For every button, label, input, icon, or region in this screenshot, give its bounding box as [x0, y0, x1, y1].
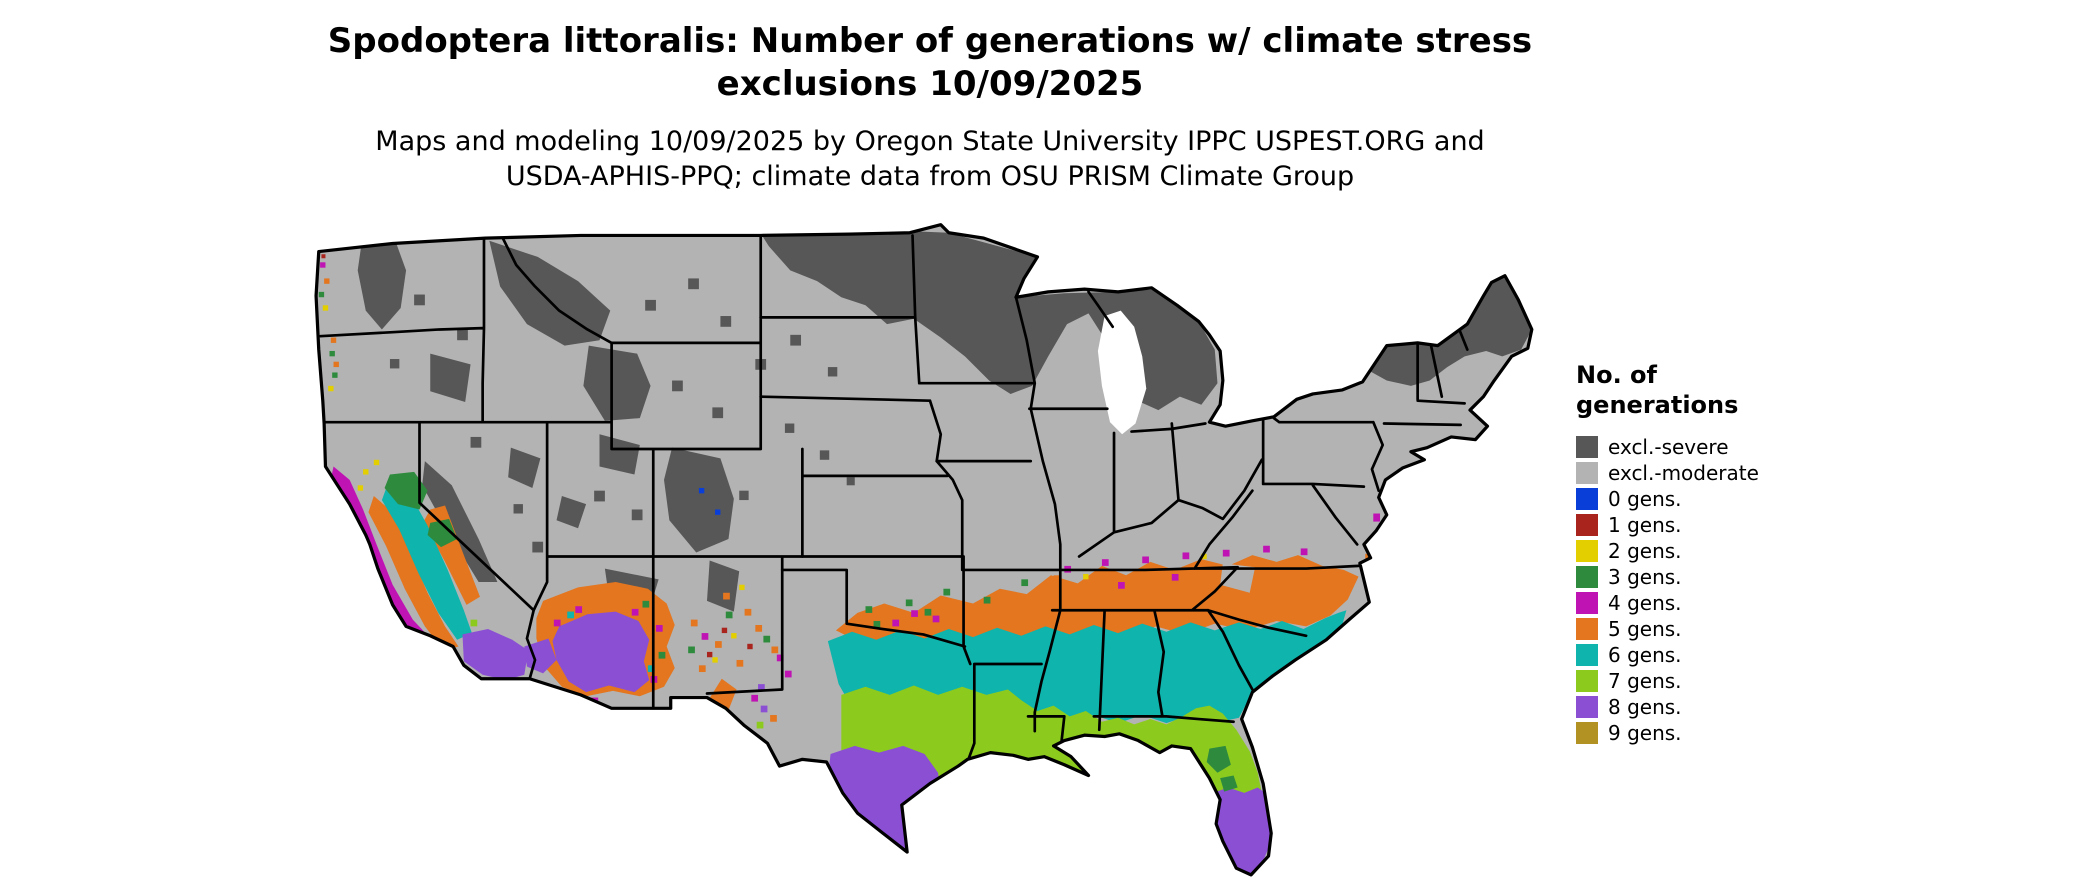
us-generations-map	[312, 222, 1552, 891]
great-lakes	[1097, 310, 1147, 435]
legend-swatch-g3	[1576, 566, 1598, 588]
legend-swatch-moderate	[1576, 462, 1598, 484]
legend-label-g9: 9 gens.	[1608, 721, 1682, 745]
speckles	[318, 254, 1386, 875]
legend-label-g1: 1 gens.	[1608, 513, 1682, 537]
legend-label-g0: 0 gens.	[1608, 487, 1682, 511]
legend-swatch-g5	[1576, 618, 1598, 640]
legend-title-line-1: No. of	[1576, 361, 1657, 389]
title-line-1: Spodoptera littoralis: Number of generat…	[327, 21, 1533, 61]
dark-red-speckles	[321, 254, 753, 658]
legend-swatch-g7	[1576, 670, 1598, 692]
state-borders	[318, 234, 1469, 760]
legend-item-g1: 1 gens.	[1576, 512, 1876, 538]
yellow-green-speckles	[470, 619, 764, 729]
legend-swatch-g0	[1576, 488, 1598, 510]
blue-speckles	[698, 487, 721, 515]
legend-swatch-g4	[1576, 592, 1598, 614]
legend-title: No. of generations	[1576, 360, 1876, 420]
map-subtitle: Maps and modeling 10/09/2025 by Oregon S…	[0, 124, 1860, 194]
legend-label-g5: 5 gens.	[1608, 617, 1682, 641]
legend-label-g4: 4 gens.	[1608, 591, 1682, 615]
legend-label-g7: 7 gens.	[1608, 669, 1682, 693]
subtitle-line-2: USDA-APHIS-PPQ; climate data from OSU PR…	[505, 161, 1355, 192]
legend-label-g2: 2 gens.	[1608, 539, 1682, 563]
legend-item-g8: 8 gens.	[1576, 694, 1876, 720]
map-legend: No. of generations excl.-severe excl.-mod…	[1576, 360, 1876, 746]
legend-swatch-g8	[1576, 696, 1598, 718]
legend-item-g2: 2 gens.	[1576, 538, 1876, 564]
legend-items: excl.-severe excl.-moderate 0 gens. 1 gens.…	[1576, 434, 1876, 746]
legend-item-g7: 7 gens.	[1576, 668, 1876, 694]
legend-item-moderate: excl.-moderate	[1576, 460, 1876, 486]
legend-swatch-g2	[1576, 540, 1598, 562]
legend-label-severe: excl.-severe	[1608, 435, 1729, 459]
legend-swatch-g9	[1576, 722, 1598, 744]
legend-item-severe: excl.-severe	[1576, 434, 1876, 460]
legend-title-line-2: generations	[1576, 391, 1739, 419]
legend-swatch-g6	[1576, 644, 1598, 666]
legend-item-g5: 5 gens.	[1576, 616, 1876, 642]
legend-label-moderate: excl.-moderate	[1608, 461, 1759, 485]
yellow-speckles	[322, 305, 1207, 663]
title-line-2: exclusions 10/09/2025	[716, 64, 1144, 104]
legend-item-g0: 0 gens.	[1576, 486, 1876, 512]
green-speckles	[318, 291, 1029, 659]
legend-item-g4: 4 gens.	[1576, 590, 1876, 616]
severe-exclusion-regions	[357, 224, 1532, 615]
olive-speckles	[897, 845, 1233, 875]
page-title: Spodoptera littoralis: Number of generat…	[0, 20, 1860, 106]
subtitle-line-1: Maps and modeling 10/09/2025 by Oregon S…	[375, 126, 1485, 157]
legend-swatch-g1	[1576, 514, 1598, 536]
us-outline	[314, 223, 1534, 877]
legend-item-g9: 9 gens.	[1576, 720, 1876, 746]
legend-label-g3: 3 gens.	[1608, 565, 1682, 589]
us-map-svg	[314, 223, 1534, 877]
legend-item-g3: 3 gens.	[1576, 564, 1876, 590]
teal-speckles	[457, 611, 655, 673]
legend-label-g8: 8 gens.	[1608, 695, 1682, 719]
legend-label-g6: 6 gens.	[1608, 643, 1682, 667]
legend-item-g6: 6 gens.	[1576, 642, 1876, 668]
legend-swatch-severe	[1576, 436, 1598, 458]
map-header: Spodoptera littoralis: Number of generat…	[0, 20, 1860, 194]
lake-michigan	[1097, 310, 1147, 435]
